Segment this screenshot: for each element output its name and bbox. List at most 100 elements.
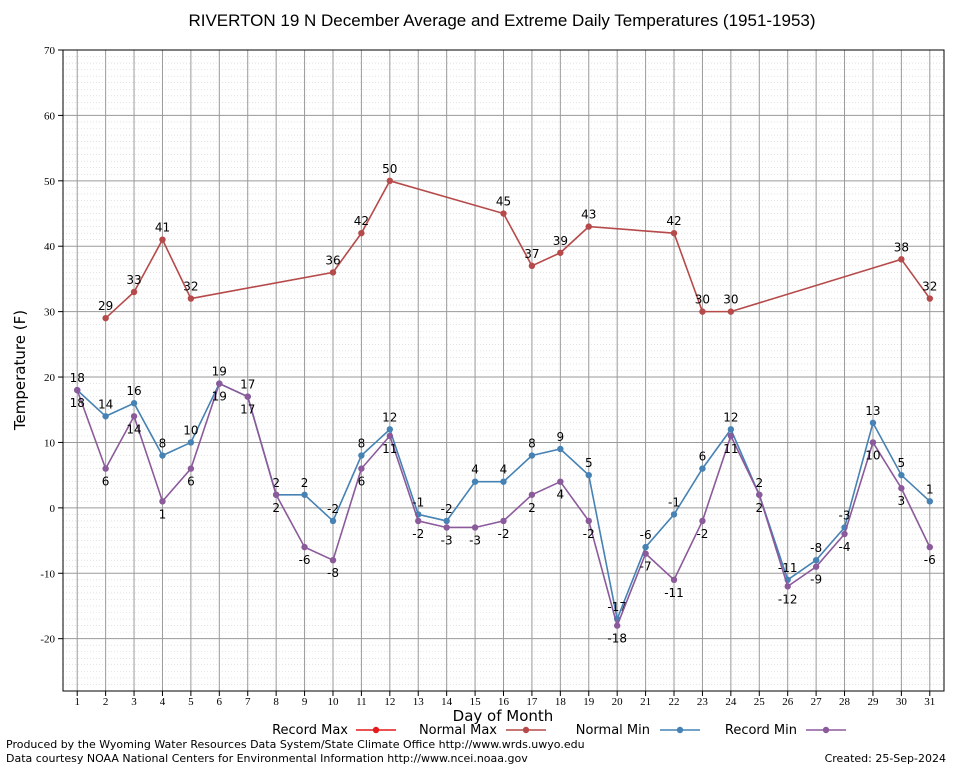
x-tick-label: 15 [470, 696, 482, 708]
data-label: 17 [240, 378, 255, 392]
data-label: 32 [183, 280, 198, 294]
y-tick-label: 10 [44, 437, 56, 449]
data-label: -2 [498, 527, 510, 541]
data-label: 41 [155, 221, 170, 235]
data-label: 6 [358, 475, 366, 489]
data-point [329, 556, 337, 564]
data-label: 30 [723, 293, 738, 307]
legend-marker [676, 726, 684, 734]
y-tick-label: 30 [44, 307, 56, 319]
data-label: 11 [723, 442, 738, 456]
data-point [415, 517, 422, 525]
data-label: 45 [496, 195, 511, 209]
data-label: 2 [528, 501, 536, 515]
x-tick-label: 3 [131, 696, 137, 708]
data-label: -2 [327, 502, 339, 516]
data-point [670, 511, 678, 518]
x-tick-label: 16 [498, 696, 510, 708]
x-tick-label: 1 [74, 696, 80, 708]
data-label: 4 [557, 488, 565, 502]
temperature-chart: RIVERTON 19 N December Average and Extre… [11, 11, 945, 738]
y-tick-label: 0 [50, 503, 56, 515]
y-tick-label: -10 [40, 568, 55, 580]
data-label: -12 [778, 592, 798, 606]
data-point [585, 517, 592, 525]
data-point [613, 622, 621, 629]
data-label: 12 [382, 410, 397, 424]
data-label: 13 [865, 404, 880, 418]
data-point [358, 229, 365, 237]
data-label: -6 [299, 553, 311, 567]
data-point [898, 485, 905, 492]
data-point [159, 498, 166, 505]
data-label: 43 [581, 208, 596, 222]
x-tick-label: 2 [103, 696, 109, 708]
data-label: 17 [240, 403, 255, 417]
data-point [699, 308, 706, 315]
data-point [670, 576, 678, 584]
data-point [500, 478, 507, 485]
data-point [642, 550, 649, 557]
footer-data-courtesy: Data courtesy NOAA National Centers for … [6, 752, 528, 765]
data-label: 2 [755, 501, 763, 515]
data-label: 5 [898, 456, 906, 470]
data-point [471, 524, 479, 531]
data-label: 6 [187, 475, 195, 489]
data-label: 8 [358, 437, 366, 451]
legend: Record Max Normal Max Normal Min Record Min [272, 723, 846, 738]
data-label: 50 [382, 162, 397, 176]
data-point [187, 439, 195, 446]
legend-marker [822, 726, 830, 734]
x-axis-label: Day of Month [453, 707, 554, 725]
data-label: 10 [183, 423, 198, 437]
legend-label: Record Max [272, 723, 348, 738]
x-tick-label: 21 [640, 696, 651, 708]
data-label: 2 [301, 476, 309, 490]
x-tick-label: 22 [669, 696, 680, 708]
data-point [812, 556, 820, 564]
data-label: 11 [382, 442, 397, 456]
x-tick-label: 13 [413, 696, 425, 708]
data-point [756, 491, 763, 498]
data-point [585, 471, 592, 479]
data-label: 42 [354, 214, 369, 228]
data-label: 1 [159, 507, 167, 521]
legend-marker [522, 726, 530, 734]
data-label: 37 [524, 247, 539, 261]
data-label: -3 [469, 533, 481, 547]
data-label: 19 [212, 365, 227, 379]
data-point [159, 236, 166, 243]
data-label: 6 [699, 450, 707, 464]
data-point [443, 524, 450, 531]
x-tick-label: 14 [441, 696, 453, 708]
x-tick-label: 12 [384, 696, 395, 708]
x-tick-label: 23 [697, 696, 709, 708]
data-point [869, 439, 877, 446]
data-label: -2 [412, 527, 424, 541]
data-point [642, 543, 649, 551]
data-label: -3 [441, 533, 453, 547]
x-tick-label: 19 [583, 696, 595, 708]
x-tick-label: 20 [612, 696, 624, 708]
y-axis-label: Temperature (F) [11, 310, 29, 431]
x-tick-label: 9 [302, 696, 308, 708]
data-label: -6 [924, 553, 936, 567]
data-point [670, 229, 678, 237]
data-label: 14 [126, 422, 141, 436]
data-label: 16 [126, 384, 141, 398]
x-tick-label: 27 [811, 696, 823, 708]
data-point [699, 517, 706, 525]
data-label: -2 [696, 527, 708, 541]
data-point [926, 498, 933, 505]
data-label: 18 [70, 371, 85, 385]
data-label: 6 [102, 475, 110, 489]
data-label: -9 [810, 573, 822, 587]
data-point [443, 517, 450, 525]
data-point [272, 491, 280, 498]
data-point [358, 465, 365, 472]
data-point [386, 177, 394, 185]
data-label: -18 [607, 632, 627, 646]
y-tick-label: -20 [40, 634, 55, 646]
